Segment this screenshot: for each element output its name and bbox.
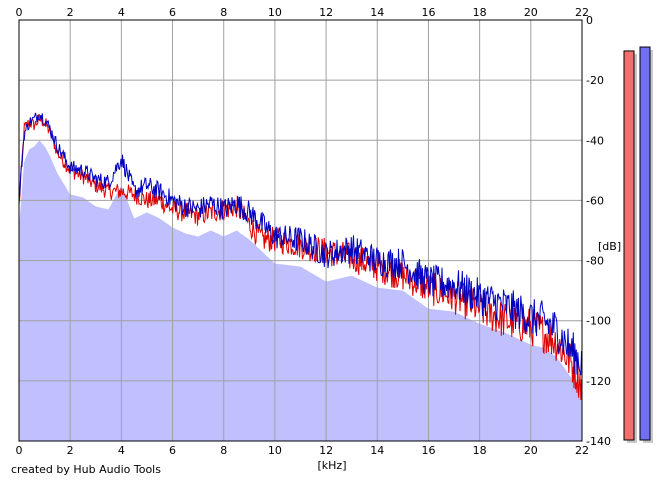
credit-text: created by Hub Audio Tools — [11, 463, 161, 476]
x-tick-label: 20 — [524, 6, 538, 19]
series-line-2 — [18, 112, 582, 376]
y-tick-label: 0 — [586, 14, 593, 27]
x-tick-label: 2 — [67, 6, 74, 19]
plot-frame — [18, 19, 583, 442]
x-tick-label: 12 — [319, 444, 333, 457]
y-tick-label: -140 — [586, 435, 611, 448]
x-tick-label: 10 — [268, 6, 282, 19]
y-tick-label: -120 — [586, 375, 611, 388]
grid-layer — [18, 19, 583, 442]
x-tick-label: 14 — [370, 6, 384, 19]
x-tick-label: 20 — [524, 444, 538, 457]
spectrum-area — [19, 140, 582, 442]
y-tick-label: -80 — [586, 255, 604, 268]
y-tick-labels-right: 0 -20 -40 -60 -80 -100 -120 -140 — [586, 14, 611, 448]
x-tick-label: 16 — [421, 6, 435, 19]
x-tick-label: 0 — [16, 6, 23, 19]
x-axis-label: [kHz] — [318, 459, 347, 472]
x-tick-labels-top: 0 2 4 6 8 10 12 14 16 18 20 22 — [16, 6, 590, 19]
x-tick-label: 18 — [473, 444, 487, 457]
y-tick-label: -100 — [586, 315, 611, 328]
level-meter-2 — [639, 46, 651, 441]
x-tick-label: 14 — [370, 444, 384, 457]
x-tick-label: 18 — [473, 6, 487, 19]
x-tick-label: 8 — [220, 444, 227, 457]
series-layer — [18, 112, 582, 401]
x-tick-label: 22 — [575, 444, 589, 457]
y-axis-label: [dB] — [598, 240, 621, 253]
level-meters — [623, 46, 653, 444]
y-tick-label: -40 — [586, 134, 604, 147]
x-tick-labels-bottom: 0 2 4 6 8 10 12 14 16 18 20 22 — [16, 444, 590, 457]
series-line-1 — [18, 113, 582, 401]
y-tick-label: -20 — [586, 74, 604, 87]
x-tick-label: 4 — [118, 444, 125, 457]
x-tick-label: 10 — [268, 444, 282, 457]
x-tick-label: 8 — [220, 6, 227, 19]
x-tick-label: 12 — [319, 6, 333, 19]
x-tick-label: 6 — [169, 444, 176, 457]
x-tick-label: 4 — [118, 6, 125, 19]
x-tick-label: 16 — [421, 444, 435, 457]
x-tick-label: 22 — [575, 6, 589, 19]
level-meter-1 — [623, 50, 635, 441]
x-tick-label: 2 — [67, 444, 74, 457]
spectrum-fill-layer — [19, 140, 582, 442]
x-tick-label: 0 — [16, 444, 23, 457]
y-tick-label: -60 — [586, 194, 604, 207]
x-tick-label: 6 — [169, 6, 176, 19]
